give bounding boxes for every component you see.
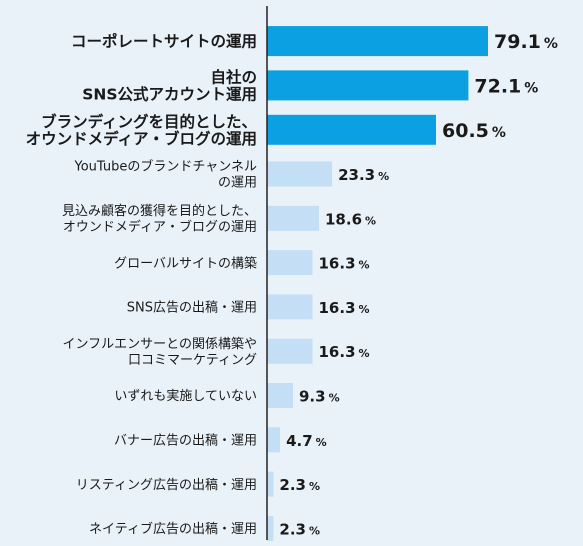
- category-label-line: ブランディングを目的とした、: [41, 112, 257, 131]
- bar-11: [267, 471, 274, 497]
- value-number: 16.3: [319, 343, 356, 361]
- category-label-line: SNS広告の出稿・運用: [127, 300, 257, 316]
- value-label-4: 23.3%: [338, 166, 389, 184]
- bar-5: [267, 205, 319, 231]
- value-label-2: 72.1%: [474, 75, 538, 97]
- category-label-line: いずれも実施していない: [114, 388, 257, 404]
- value-number: 16.3: [319, 255, 356, 273]
- category-label-4: YouTubeのブランドチャンネルの運用: [74, 159, 257, 191]
- value-unit: %: [309, 524, 320, 537]
- category-label-line: インフルエンサーとの関係構築や: [63, 337, 257, 352]
- value-unit: %: [309, 480, 320, 493]
- value-label-1: 79.1%: [494, 31, 558, 53]
- value-unit: %: [524, 80, 538, 96]
- category-label-line: オウンドメディア・ブログの運用: [63, 219, 257, 235]
- bar-1: [267, 26, 488, 57]
- value-number: 16.3: [319, 299, 356, 317]
- category-label-3: ブランディングを目的とした、オウンドメディア・ブログの運用: [26, 112, 257, 148]
- category-label-line: ネイティブ広告の出稿・運用: [89, 521, 257, 537]
- category-label-line: YouTubeのブランドチャンネル: [74, 159, 257, 175]
- category-label-12: ネイティブ広告の出稿・運用: [89, 521, 257, 537]
- category-label-line: の運用: [218, 176, 257, 191]
- value-number: 60.5: [442, 120, 489, 142]
- bars-layer: [267, 26, 488, 541]
- value-number: 2.3: [279, 476, 306, 494]
- category-label-line: 口コミマーケティング: [128, 353, 257, 368]
- bar-4: [267, 161, 333, 187]
- category-label-line: 自社の: [210, 68, 257, 87]
- value-unit: %: [359, 303, 370, 316]
- category-label-11: リスティング広告の出稿・運用: [76, 477, 257, 493]
- value-number: 18.6: [325, 210, 362, 228]
- value-label-9: 9.3%: [299, 388, 340, 406]
- category-label-line: バナー広告の出稿・運用: [114, 433, 257, 449]
- value-label-8: 16.3%: [319, 343, 370, 361]
- value-label-7: 16.3%: [319, 299, 370, 317]
- category-label-line: SNS公式アカウント運用: [82, 85, 257, 104]
- value-label-10: 4.7%: [286, 432, 327, 450]
- category-label-line: 見込み顧客の獲得を目的とした、: [62, 203, 257, 219]
- value-number: 2.3: [279, 520, 306, 538]
- value-number: 79.1: [494, 31, 541, 53]
- value-label-11: 2.3%: [279, 476, 320, 494]
- bar-2: [267, 70, 469, 101]
- value-unit: %: [316, 436, 327, 449]
- bar-6: [267, 250, 313, 276]
- value-unit: %: [329, 392, 340, 405]
- value-unit: %: [365, 214, 376, 227]
- bar-7: [267, 294, 313, 320]
- value-number: 72.1: [474, 75, 521, 97]
- value-label-3: 60.5%: [442, 120, 506, 142]
- value-unit: %: [359, 347, 370, 360]
- value-unit: %: [359, 259, 370, 272]
- value-unit: %: [492, 125, 506, 141]
- bar-8: [267, 338, 313, 364]
- category-label-7: SNS広告の出稿・運用: [127, 300, 257, 316]
- value-labels-layer: 79.1 %72.1 %60.5 %23.3 %18.6 %16.3 %16.3 %16.3%…: [279, 31, 558, 538]
- category-label-1: コーポレートサイトの運用: [71, 32, 257, 51]
- category-label-8: インフルエンサーとの関係構築や口コミマーケティング: [63, 337, 257, 368]
- value-label-6: 16.3%: [319, 255, 370, 273]
- value-number: 23.3: [338, 166, 375, 184]
- category-label-line: リスティング広告の出稿・運用: [76, 477, 257, 493]
- bar-3: [267, 114, 436, 145]
- value-label-5: 18.6%: [325, 210, 376, 228]
- value-number: 4.7: [286, 432, 313, 450]
- bar-9: [267, 383, 293, 408]
- category-label-line: コーポレートサイトの運用: [71, 32, 257, 51]
- value-label-12: 2.3%: [279, 520, 320, 538]
- bar-10: [267, 427, 281, 453]
- category-label-5: 見込み顧客の獲得を目的とした、オウンドメディア・ブログの運用: [62, 203, 257, 235]
- category-label-line: グローバルサイトの構築: [114, 256, 257, 271]
- category-label-line: オウンドメディア・ブログの運用: [26, 129, 257, 148]
- value-number: 9.3: [299, 388, 326, 406]
- category-label-2: 自社の SNS公式アカウント運用: [82, 68, 257, 104]
- category-label-10: バナー広告の出稿・運用: [114, 433, 257, 449]
- bar-12: [267, 515, 274, 541]
- category-label-9: いずれも実施していない: [114, 388, 257, 404]
- value-unit: %: [544, 36, 558, 52]
- category-label-6: グローバルサイトの構築: [114, 256, 257, 271]
- value-unit: %: [378, 170, 389, 183]
